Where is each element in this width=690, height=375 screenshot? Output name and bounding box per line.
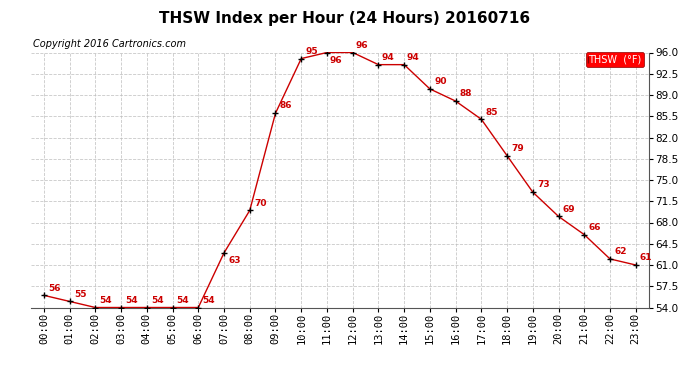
Text: 54: 54 bbox=[126, 296, 138, 305]
Text: 96: 96 bbox=[355, 41, 368, 50]
Text: 94: 94 bbox=[381, 53, 394, 62]
Text: 62: 62 bbox=[614, 247, 627, 256]
Text: 85: 85 bbox=[486, 108, 498, 117]
Text: 70: 70 bbox=[254, 199, 266, 208]
Text: 54: 54 bbox=[202, 296, 215, 305]
Text: 96: 96 bbox=[330, 56, 342, 65]
Text: 79: 79 bbox=[511, 144, 524, 153]
Text: 63: 63 bbox=[228, 256, 241, 265]
Text: THSW Index per Hour (24 Hours) 20160716: THSW Index per Hour (24 Hours) 20160716 bbox=[159, 11, 531, 26]
Text: 69: 69 bbox=[563, 205, 575, 214]
Text: Copyright 2016 Cartronics.com: Copyright 2016 Cartronics.com bbox=[33, 39, 186, 50]
Legend: THSW  (°F): THSW (°F) bbox=[586, 52, 644, 67]
Text: 94: 94 bbox=[407, 53, 420, 62]
Text: 61: 61 bbox=[640, 253, 653, 262]
Text: 66: 66 bbox=[589, 223, 601, 232]
Text: 55: 55 bbox=[74, 290, 86, 298]
Text: 54: 54 bbox=[177, 296, 189, 305]
Text: 73: 73 bbox=[537, 180, 550, 189]
Text: 56: 56 bbox=[48, 284, 61, 292]
Text: 88: 88 bbox=[460, 89, 472, 98]
Text: 86: 86 bbox=[279, 101, 292, 110]
Text: 90: 90 bbox=[434, 77, 446, 86]
Text: 54: 54 bbox=[99, 296, 112, 305]
Text: 95: 95 bbox=[306, 47, 318, 56]
Text: 54: 54 bbox=[151, 296, 164, 305]
